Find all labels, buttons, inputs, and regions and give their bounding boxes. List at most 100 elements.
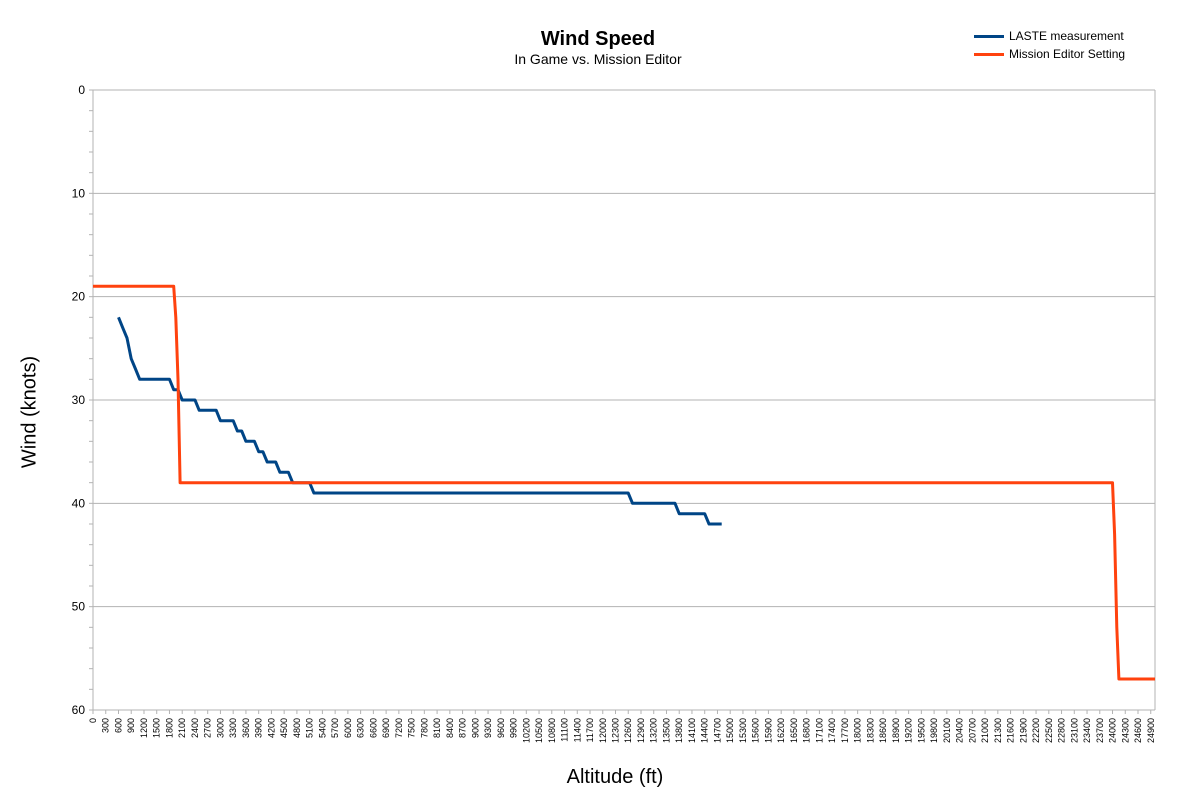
x-tick-label: 3000 [215,718,225,738]
x-tick-label: 6000 [343,718,353,738]
x-tick-label: 11400 [572,718,582,742]
x-tick-label: 12600 [623,718,633,743]
x-tick-label: 24000 [1108,718,1118,743]
x-tick-label: 18300 [865,718,875,743]
x-tick-label: 2400 [190,718,200,738]
y-tick-label: 30 [72,393,86,407]
x-tick-label: 9000 [470,718,480,738]
legend-item-laste: LASTE measurement [974,27,1125,45]
x-tick-label: 1200 [139,718,149,738]
x-tick-label: 11100 [560,718,570,742]
x-tick-label: 17700 [840,718,850,743]
x-tick-label: 8400 [445,718,455,738]
x-tick-label: 16500 [789,718,799,743]
x-tick-label: 5400 [317,718,327,738]
legend: LASTE measurement Mission Editor Setting [974,27,1125,63]
x-tick-label: 6900 [381,718,391,738]
y-tick-label: 10 [72,186,86,200]
chart-subtitle: In Game vs. Mission Editor [514,51,682,67]
x-tick-label: 13500 [661,718,671,743]
x-tick-label: 6600 [368,718,378,738]
y-tick-label: 40 [72,496,86,510]
x-tick-label: 9600 [496,718,506,738]
y-tick-label: 0 [78,83,85,97]
x-tick-label: 23400 [1082,718,1092,743]
x-tick-label: 20700 [967,718,977,743]
x-tick-label: 18600 [878,718,888,743]
x-tick-label: 15600 [751,718,761,743]
x-tick-label: 13800 [674,718,684,743]
x-tick-label: 2100 [177,718,187,738]
legend-label-laste: LASTE measurement [1009,29,1124,43]
legend-item-mission-editor: Mission Editor Setting [974,45,1125,63]
x-tick-label: 1800 [164,718,174,738]
x-tick-label: 24900 [1146,718,1156,743]
x-tick-label: 21300 [993,718,1003,743]
x-tick-label: 3600 [241,718,251,738]
x-tick-label: 24300 [1120,718,1130,743]
x-tick-label: 8100 [432,718,442,738]
x-tick-label: 7800 [419,718,429,738]
y-tick-label: 50 [72,600,86,614]
x-tick-label: 4500 [279,718,289,738]
x-tick-label: 600 [113,718,123,733]
x-tick-label: 3900 [254,718,264,738]
x-tick-label: 17100 [814,718,824,743]
y-tick-label: 20 [72,290,86,304]
x-tick-label: 23100 [1069,718,1079,743]
x-tick-label: 900 [126,718,136,733]
x-tick-label: 23700 [1095,718,1105,743]
x-tick-label: 0 [88,718,98,723]
x-tick-label: 7200 [394,718,404,738]
series-line-0 [117,316,722,526]
x-tick-label: 21600 [1006,718,1016,743]
x-tick-label: 24600 [1133,718,1143,743]
x-tick-label: 10200 [521,718,531,743]
x-tick-label: 4800 [292,718,302,738]
x-tick-label: 17400 [827,718,837,743]
y-tick-label: 60 [72,703,86,717]
x-tick-label: 12900 [636,718,646,743]
x-tick-label: 4200 [266,718,276,738]
x-tick-label: 14700 [712,718,722,743]
x-tick-label: 12300 [611,718,621,743]
x-tick-label: 8700 [458,718,468,738]
x-tick-label: 15000 [725,718,735,743]
x-tick-label: 2700 [203,718,213,738]
x-tick-label: 1500 [152,718,162,738]
x-tick-label: 13200 [649,718,659,743]
x-tick-label: 16200 [776,718,786,743]
x-tick-label: 22200 [1031,718,1041,743]
x-tick-label: 11700 [585,718,595,742]
x-tick-label: 300 [101,718,111,733]
legend-label-mission-editor: Mission Editor Setting [1009,47,1126,61]
x-tick-label: 19500 [916,718,926,743]
x-tick-label: 3300 [228,718,238,738]
x-tick-label: 9900 [509,718,519,738]
x-tick-label: 19800 [929,718,939,743]
x-tick-label: 20400 [955,718,965,743]
x-tick-label: 14400 [700,718,710,743]
legend-swatch-mission-editor [974,52,1004,56]
x-tick-label: 21000 [980,718,990,743]
x-tick-label: 9300 [483,718,493,738]
x-tick-label: 10500 [534,718,544,743]
x-tick-label: 18900 [891,718,901,743]
x-tick-label: 15300 [738,718,748,743]
legend-swatch-laste [974,34,1004,38]
x-tick-label: 5100 [305,718,315,738]
x-tick-label: 22500 [1044,718,1054,743]
chart-title: Wind Speed [540,28,656,50]
x-tick-label: 19200 [904,718,914,743]
x-tick-label: 7500 [407,718,417,738]
x-tick-label: 5700 [330,718,340,738]
x-tick-label: 6300 [356,718,366,738]
x-tick-label: 14100 [687,718,697,743]
x-tick-label: 16800 [802,718,812,743]
x-tick-label: 15900 [763,718,773,743]
x-tick-label: 21900 [1018,718,1028,743]
x-axis-label: Altitude (ft) [566,766,664,788]
x-tick-label: 10800 [547,718,557,743]
x-tick-label: 18000 [853,718,863,743]
